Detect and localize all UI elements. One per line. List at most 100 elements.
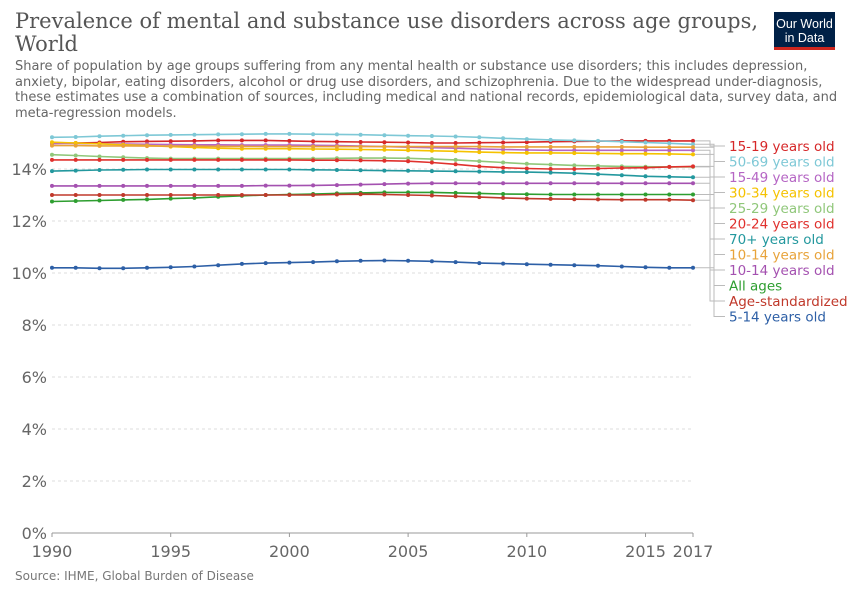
- data-point: [358, 132, 363, 137]
- data-point: [239, 144, 244, 149]
- data-point: [216, 183, 221, 188]
- data-point: [429, 160, 434, 165]
- data-point: [145, 133, 149, 138]
- data-point: [643, 148, 648, 153]
- data-point: [691, 175, 695, 180]
- data-point: [382, 158, 387, 163]
- data-point: [263, 157, 268, 162]
- data-point: [287, 193, 292, 197]
- data-point: [619, 192, 624, 197]
- x-tick-label: 1990: [32, 542, 73, 561]
- data-point: [382, 140, 387, 145]
- data-point: [691, 148, 695, 153]
- source-label: Source:: [15, 569, 61, 583]
- data-point: [477, 181, 482, 186]
- data-point: [192, 144, 197, 149]
- data-point: [477, 135, 482, 140]
- data-point: [667, 174, 672, 179]
- data-point: [145, 167, 149, 172]
- data-point: [145, 265, 149, 270]
- data-point: [596, 151, 600, 156]
- data-point: [691, 152, 695, 157]
- data-point: [619, 197, 624, 202]
- data-point: [429, 181, 434, 186]
- data-point: [619, 144, 624, 149]
- data-point: [406, 168, 411, 173]
- data-point: [334, 158, 339, 163]
- data-point: [216, 144, 221, 149]
- data-point: [73, 153, 78, 158]
- data-point: [73, 265, 78, 270]
- data-point: [358, 144, 363, 149]
- data-point: [429, 134, 434, 138]
- data-point: [691, 181, 695, 186]
- data-point: [429, 193, 434, 198]
- owid-logo[interactable]: Our World in Data: [774, 12, 835, 50]
- data-point: [406, 258, 411, 263]
- data-point: [619, 166, 624, 170]
- data-point: [667, 141, 672, 146]
- data-point: [596, 138, 600, 143]
- y-tick-label: 10%: [11, 264, 47, 283]
- data-point: [501, 261, 506, 266]
- data-point: [596, 148, 600, 153]
- data-point: [643, 265, 648, 270]
- data-point: [477, 191, 482, 196]
- data-point: [192, 183, 197, 188]
- data-point: [168, 193, 173, 197]
- data-point: [311, 260, 316, 265]
- data-point: [358, 182, 363, 187]
- data-point: [50, 199, 54, 204]
- data-point: [406, 181, 411, 186]
- data-point: [50, 193, 54, 197]
- legend-label: 15-49 years old: [729, 170, 835, 186]
- data-point: [501, 144, 506, 149]
- data-point: [572, 148, 577, 153]
- legend-label: 25-29 years old: [729, 201, 835, 217]
- chart-subtitle: Share of population by age groups suffer…: [15, 59, 838, 121]
- data-point: [596, 166, 600, 171]
- data-point: [168, 196, 173, 201]
- data-point: [168, 183, 173, 188]
- series-line: [52, 193, 694, 201]
- series-line: [52, 159, 694, 170]
- data-point: [311, 183, 316, 188]
- data-point: [192, 157, 197, 162]
- data-point: [239, 138, 244, 143]
- data-point: [168, 157, 173, 162]
- data-point: [406, 148, 411, 153]
- data-point: [287, 167, 292, 172]
- data-point: [311, 158, 316, 163]
- data-point: [596, 192, 600, 197]
- data-point: [548, 192, 553, 197]
- data-point: [287, 138, 292, 143]
- data-point: [691, 265, 695, 270]
- legend-label: Age-standardized: [729, 294, 848, 310]
- data-point: [572, 192, 577, 197]
- data-point: [168, 265, 173, 270]
- data-point: [691, 192, 695, 197]
- data-point: [358, 258, 363, 263]
- data-point: [429, 141, 434, 145]
- data-point: [477, 150, 482, 155]
- data-point: [263, 261, 268, 266]
- x-tick-label: 2005: [388, 542, 429, 561]
- data-point: [643, 151, 648, 156]
- data-point: [667, 145, 672, 150]
- y-tick-label: 6%: [22, 368, 47, 387]
- data-point: [477, 164, 482, 169]
- x-tick-label: 2000: [269, 542, 310, 561]
- data-point: [192, 193, 197, 197]
- data-point: [572, 138, 577, 143]
- data-point: [334, 168, 339, 172]
- data-point: [50, 183, 54, 188]
- data-point: [121, 167, 126, 172]
- data-point: [501, 192, 506, 196]
- data-point: [145, 139, 149, 144]
- data-point: [429, 144, 434, 149]
- data-point: [287, 144, 292, 149]
- data-point: [596, 144, 600, 149]
- data-point: [334, 139, 339, 144]
- data-point: [548, 170, 553, 175]
- data-point: [358, 192, 363, 197]
